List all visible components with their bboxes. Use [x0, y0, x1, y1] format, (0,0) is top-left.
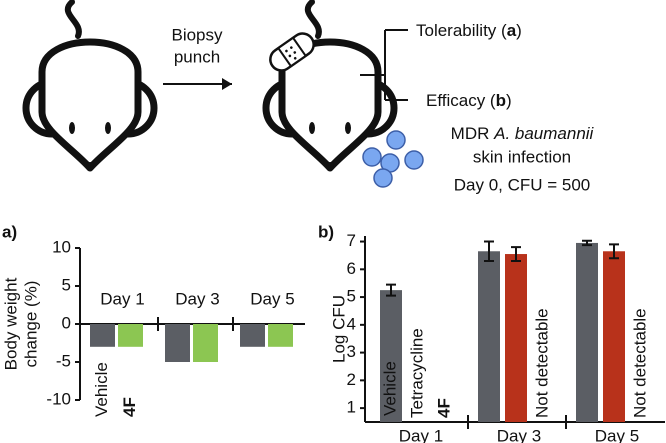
error-bar — [511, 246, 521, 262]
panel-label: a) — [2, 222, 17, 241]
arrow-head — [222, 78, 232, 90]
x-tick-label: Day 5 — [595, 426, 639, 443]
x-tick-label: Day 3 — [175, 289, 219, 308]
x-tick-label: Day 5 — [250, 289, 294, 308]
y-tick-label: 1 — [347, 398, 356, 417]
y-tick-label: 3 — [347, 342, 356, 361]
outcome-text: ) — [516, 21, 522, 40]
arrow-label: Biopsy — [171, 25, 223, 44]
panel-ref: a — [507, 21, 517, 40]
y-axis-title: change (%) — [21, 281, 40, 368]
mouse-icon — [266, 2, 394, 170]
y-tick-label: -5 — [56, 351, 71, 370]
error-bar — [582, 239, 592, 247]
mouse-icon — [26, 2, 154, 170]
bar — [90, 324, 115, 347]
panel-label: b) — [318, 222, 334, 241]
y-tick-label: 5 — [347, 287, 356, 306]
legend-label: Vehicle — [92, 362, 111, 417]
x-tick-label: Day 1 — [100, 289, 144, 308]
outcome-label: Efficacy (b) — [426, 91, 512, 110]
value-label: Not detectable — [532, 308, 551, 418]
bracket — [360, 29, 408, 101]
y-axis-title: Log CFU — [329, 295, 348, 363]
legend-label: 4F — [434, 398, 453, 418]
infection-label: MDR A. baumannii — [451, 124, 595, 143]
y-tick-label: 7 — [347, 231, 356, 250]
x-tick-label: Day 3 — [497, 426, 541, 443]
legend-label: Vehicle — [380, 361, 399, 416]
infection-label: Day 0, CFU = 500 — [454, 175, 591, 194]
panel-ref: b — [496, 91, 506, 110]
bar — [193, 324, 218, 362]
bar — [478, 251, 500, 422]
organism-name: A. baumannii — [493, 124, 594, 143]
bacteria-icon — [362, 130, 424, 188]
outcome-label: Tolerability (a) — [416, 21, 522, 40]
legend-label: Tetracycline — [407, 328, 426, 418]
y-tick-label: 6 — [347, 259, 356, 278]
y-tick-label: -10 — [46, 389, 71, 408]
infection-text: MDR — [451, 124, 490, 143]
bar — [165, 324, 190, 362]
x-tick-label: Day 1 — [399, 426, 443, 443]
bar — [576, 242, 598, 422]
error-bar — [609, 243, 619, 260]
infection-label: skin infection — [473, 147, 571, 166]
bar — [118, 324, 143, 347]
arrow-label: punch — [174, 47, 220, 66]
bar — [603, 251, 625, 422]
y-axis-title: Body weight — [1, 277, 20, 370]
bandage-icon — [269, 32, 315, 72]
outcome-text: Efficacy ( — [426, 91, 496, 110]
y-tick-label: 2 — [347, 370, 356, 389]
value-label: Not detectable — [630, 308, 649, 418]
error-bar — [484, 240, 494, 262]
y-tick-label: 4 — [347, 314, 356, 333]
bar — [380, 290, 402, 422]
y-tick-label: 5 — [62, 275, 71, 294]
legend-label: 4F — [120, 397, 139, 417]
bar — [240, 324, 265, 347]
bar — [505, 254, 527, 422]
outcome-text: ) — [506, 91, 512, 110]
bar — [268, 324, 293, 347]
outcome-text: Tolerability ( — [416, 21, 507, 40]
y-tick-label: 10 — [52, 237, 71, 256]
error-bar — [386, 283, 396, 297]
y-tick-label: 0 — [62, 313, 71, 332]
